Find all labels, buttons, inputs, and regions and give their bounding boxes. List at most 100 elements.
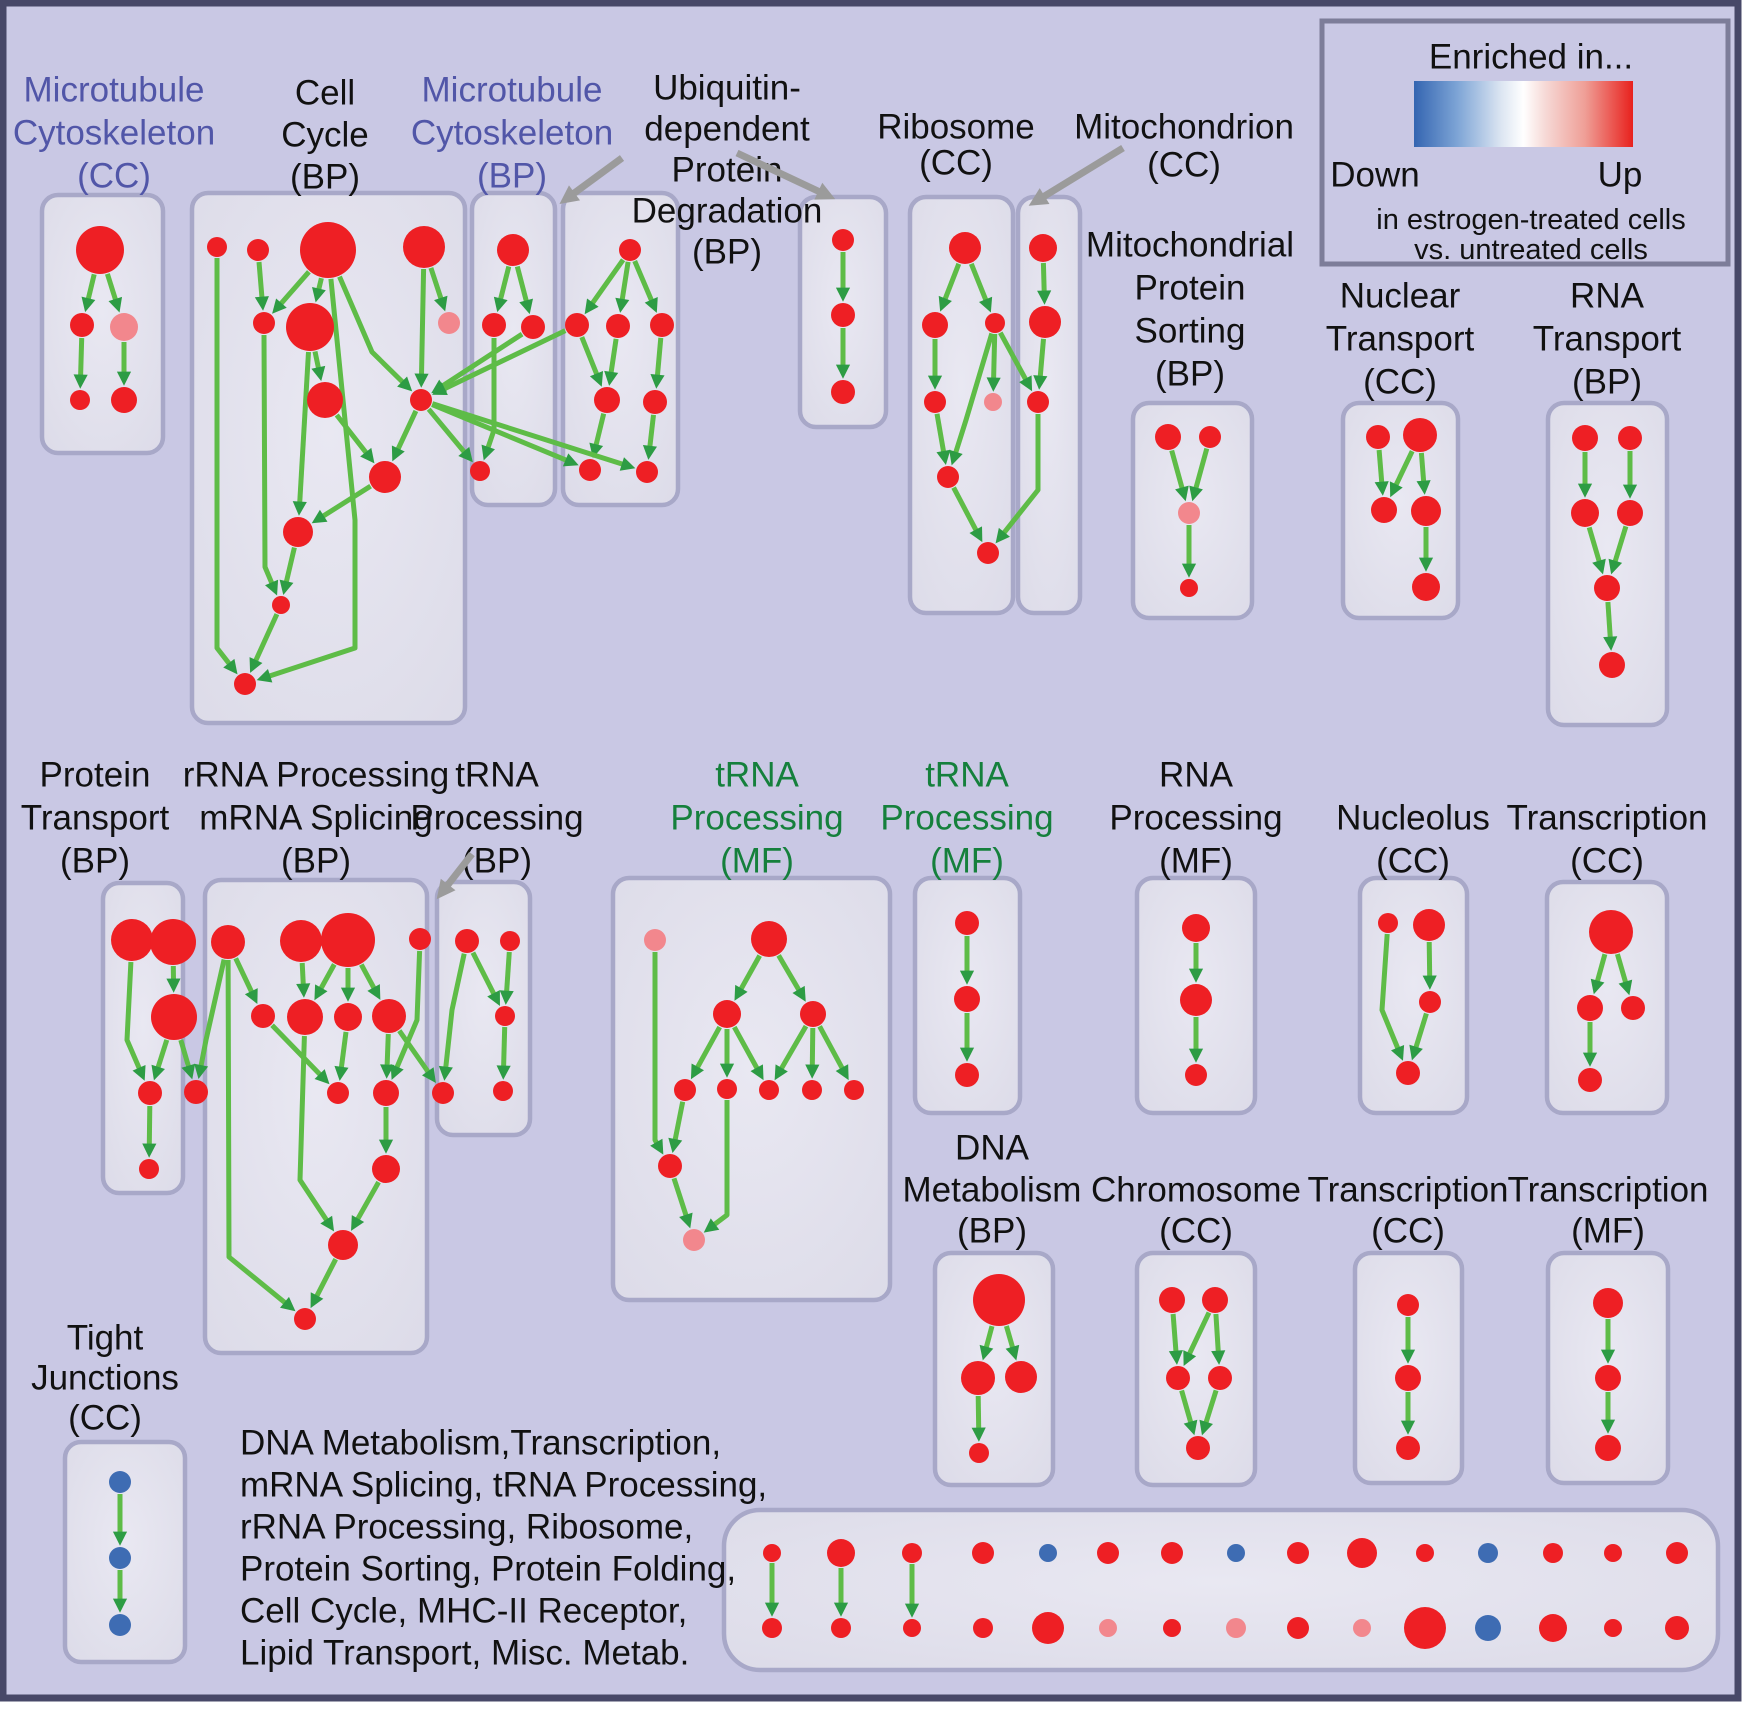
node-chromosome-cb	[1202, 1287, 1228, 1313]
cluster-label-transcription-cc-mid-line2: (CC)	[1570, 842, 1644, 881]
node-rna-transport-rt3	[1571, 499, 1599, 527]
node-rrna-mrna-q12	[328, 1230, 358, 1260]
cluster-label-microtubule-cc-line3: (CC)	[77, 157, 151, 196]
cluster-label-rna-transport-line3: (BP)	[1572, 363, 1642, 402]
strip-node-bottom-10	[1353, 1619, 1371, 1637]
cluster-label-trna-mf-1-line2: Processing	[670, 799, 843, 838]
node-cell-cycle-m	[234, 673, 256, 695]
node-microtubule-bp-N2	[482, 313, 506, 337]
node-nuclear-transport-nt1	[1366, 425, 1390, 449]
cluster-label-protein-transport-line2: Transport	[21, 799, 170, 838]
cluster-label-tight-junctions-line3: (CC)	[68, 1399, 142, 1438]
edge-nuclear-transport-nt1-nt3	[1374, 449, 1389, 496]
edge-ubiquitin-degradation-u1-u3	[615, 261, 631, 313]
annotation-arrow-to-trna-bp-box	[436, 851, 475, 900]
node-transcription-cc-mid-tc3	[1621, 996, 1645, 1020]
cluster-box-transcription-cc-mid	[1544, 879, 1670, 1116]
cluster-label-mitochondrion-line1: Mitochondrion	[1074, 108, 1294, 147]
edge-rrna-mrna-q2-q6	[296, 962, 311, 998]
node-trna-mf-1-K	[683, 1229, 705, 1251]
node-trna-mf-1-H	[802, 1080, 822, 1100]
node-cell-cycle-l	[272, 596, 290, 614]
cluster-label-trna-mf-1-line1: tRNA	[715, 756, 799, 795]
edge-rna-transport-rt3-rt5	[1586, 526, 1606, 575]
node-mitochondrion-m3	[1027, 391, 1049, 413]
edge-protein-transport-p1-p4	[124, 961, 146, 1081]
cluster-label-rna-processing-mf-line3: (MF)	[1159, 842, 1233, 881]
cluster-label-nuclear-transport-line2: Transport	[1326, 320, 1475, 359]
edge-ubiquitin-degradation-u6-u8	[642, 414, 657, 460]
strip-node-top-11	[1416, 1544, 1434, 1562]
edge-chromosome-cc-ce	[1179, 1389, 1198, 1436]
cluster-label-ubiquitin-degradation-line4: Degradation	[632, 192, 823, 231]
edge-trna-mf-1-C-G	[732, 1025, 764, 1081]
edge-rrna-mrna-q5-q9	[270, 1023, 330, 1085]
node-cell-cycle-g	[438, 312, 460, 334]
edge-cell-cycle-c-i	[337, 275, 413, 392]
node-cell-cycle-i	[410, 389, 432, 411]
edge-nuclear-transport-nt2-nt3	[1389, 450, 1415, 498]
edge-trna-mf-1-J-K	[671, 1177, 693, 1229]
node-transcription-cc-bottom-tb	[1395, 1365, 1421, 1391]
cluster-label-mito-sorting-line3: Sorting	[1135, 312, 1246, 351]
strip-node-top-10	[1347, 1538, 1377, 1568]
cluster-label-dna-metabolism-line1: DNA	[955, 1129, 1030, 1168]
edge-rna-transport-rt5-rt6	[1603, 601, 1618, 651]
edge-protein-transport-p3-p4	[151, 1039, 170, 1081]
cluster-label-nuclear-transport-line3: (CC)	[1363, 363, 1437, 402]
node-microtubule-bp-N1	[497, 234, 529, 266]
node-trna-mf-2-x1	[955, 911, 979, 935]
node-transcription-cc-mid-tc4	[1578, 1068, 1602, 1092]
node-trna-bp-w3	[495, 1006, 515, 1026]
node-mitochondrion-m2	[1029, 306, 1061, 338]
node-trna-bp-w5	[493, 1081, 513, 1101]
node-rrna-mrna-q13	[294, 1308, 316, 1330]
node-cell-cycle-b	[247, 239, 269, 261]
misc-text-line-2: mRNA Splicing, tRNA Processing,	[240, 1466, 767, 1505]
strip-node-top-7	[1161, 1542, 1183, 1564]
edge-chromosome-ca-cc	[1168, 1313, 1183, 1365]
edge-microtubule-cc-n2-n4	[73, 337, 88, 389]
node-transcription-cc-mid-tc1	[1589, 910, 1633, 954]
cluster-label-transcription-cc-bottom-line1: Transcription	[1308, 1171, 1509, 1210]
node-nuclear-transport-nt2	[1403, 418, 1437, 452]
edge-microtubule-cc-n1-n2	[81, 273, 97, 313]
cluster-label-microtubule-bp-line3: (BP)	[477, 157, 547, 196]
cluster-label-ubiquitin-degradation-line5: (BP)	[692, 233, 762, 272]
edge-ribosome-r3-r6	[949, 332, 995, 466]
cluster-box-dna-metabolism	[932, 1250, 1056, 1488]
edge-trna-mf-1-E-J	[668, 1101, 686, 1154]
node-cell-cycle-a	[207, 237, 227, 257]
edge-trna-mf-1-B-D	[776, 954, 806, 1002]
legend-title: Enriched in...	[1429, 38, 1633, 77]
edge-rrna-mrna-q11-q12	[351, 1180, 381, 1231]
node-nuclear-transport-nt4	[1411, 496, 1441, 526]
cluster-label-microtubule-bp-line1: Microtubule	[422, 71, 603, 110]
edge-ubiquitin-degradation-u2-u5	[579, 336, 604, 387]
node-transcription-cc-mid-tc2	[1577, 995, 1603, 1021]
strip-node-top-1	[763, 1544, 781, 1562]
cluster-label-dna-metabolism-line3: (BP)	[957, 1212, 1027, 1251]
cross-edge-cell-cycle.i-microtubule-bp.N4	[426, 407, 473, 463]
edge-mito-sorting-s2-s3	[1189, 447, 1210, 502]
strip-node-top-3	[902, 1543, 922, 1563]
cluster-label-mitochondrion-line2: (CC)	[1147, 146, 1221, 185]
node-transcription-cc-bottom-ta	[1397, 1294, 1419, 1316]
node-ubiquitin-degradation-u1	[619, 239, 641, 261]
cluster-label-rrna-mrna-line1: rRNA Processing	[183, 756, 449, 795]
node-transcription-mf-mb	[1595, 1365, 1621, 1391]
strip-node-bottom-15	[1665, 1616, 1689, 1640]
annotation-arrow-to-ubiquitin-box2	[735, 149, 836, 200]
cluster-label-protein-transport-line3: (BP)	[60, 842, 130, 881]
cluster-label-nuclear-transport-line1: Nuclear	[1340, 277, 1461, 316]
edge-rrna-mrna-q7-q9	[334, 1031, 349, 1081]
strip-node-bottom-3	[903, 1619, 921, 1637]
node-dna-metabolism-dd	[969, 1443, 989, 1463]
cross-edge-cell-cycle.i-ubiquitin-degradation.u7	[431, 402, 579, 467]
node-rrna-mrna-q4	[409, 928, 431, 950]
edge-trna-mf-1-F-K	[703, 1100, 730, 1233]
node-rrna-mrna-q5	[251, 1004, 275, 1028]
strip-node-bottom-9	[1287, 1617, 1309, 1639]
edge-nucleolus-z2-z3	[1422, 941, 1437, 990]
